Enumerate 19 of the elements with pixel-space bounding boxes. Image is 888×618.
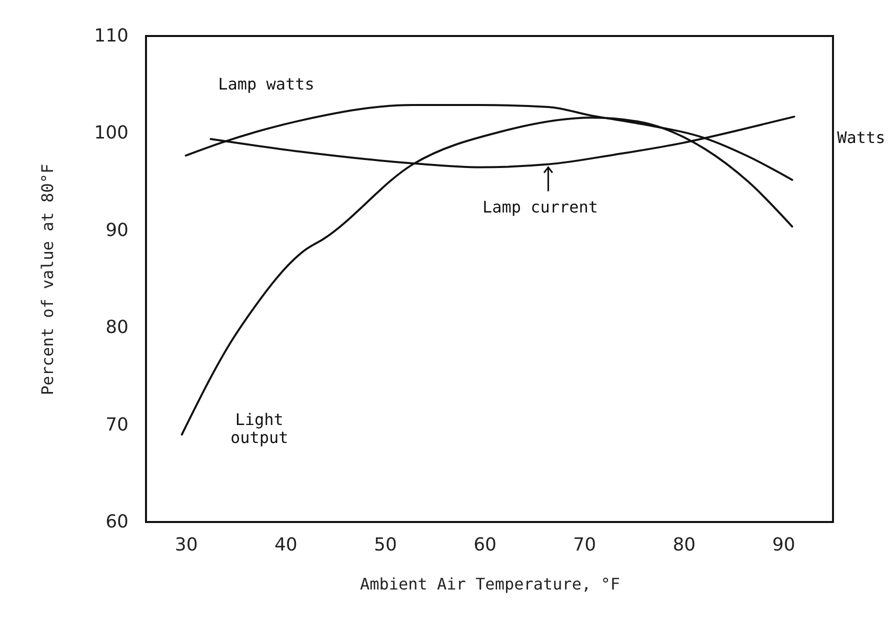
y-tick-label: 60 <box>106 512 128 532</box>
y-tick-label: 100 <box>94 122 128 144</box>
x-tick-label: 80 <box>672 534 696 556</box>
annotation: Light output <box>230 410 288 447</box>
text: Watts <box>837 128 886 148</box>
y-tick-label: 70 <box>106 414 128 436</box>
x-tick-label: 40 <box>274 534 298 556</box>
x-tick-label: 70 <box>573 534 596 556</box>
x-tick-label: 50 <box>374 534 397 556</box>
x-tick-label: 30 <box>174 534 198 556</box>
y-tick-label: 80 <box>106 317 128 338</box>
x-tick-label: 90 <box>772 534 796 556</box>
x-axis-title: Ambient Air Temperature, °F <box>360 574 620 594</box>
y-tick-label: 110 <box>94 26 128 46</box>
annotation: Lamp current <box>482 197 598 216</box>
x-tick-label: 60 <box>474 534 496 556</box>
y-tick-label: 90 <box>106 220 128 241</box>
annotation: Lamp watts <box>218 74 314 94</box>
y-axis-title: Percent of value at 80°F <box>38 164 58 396</box>
